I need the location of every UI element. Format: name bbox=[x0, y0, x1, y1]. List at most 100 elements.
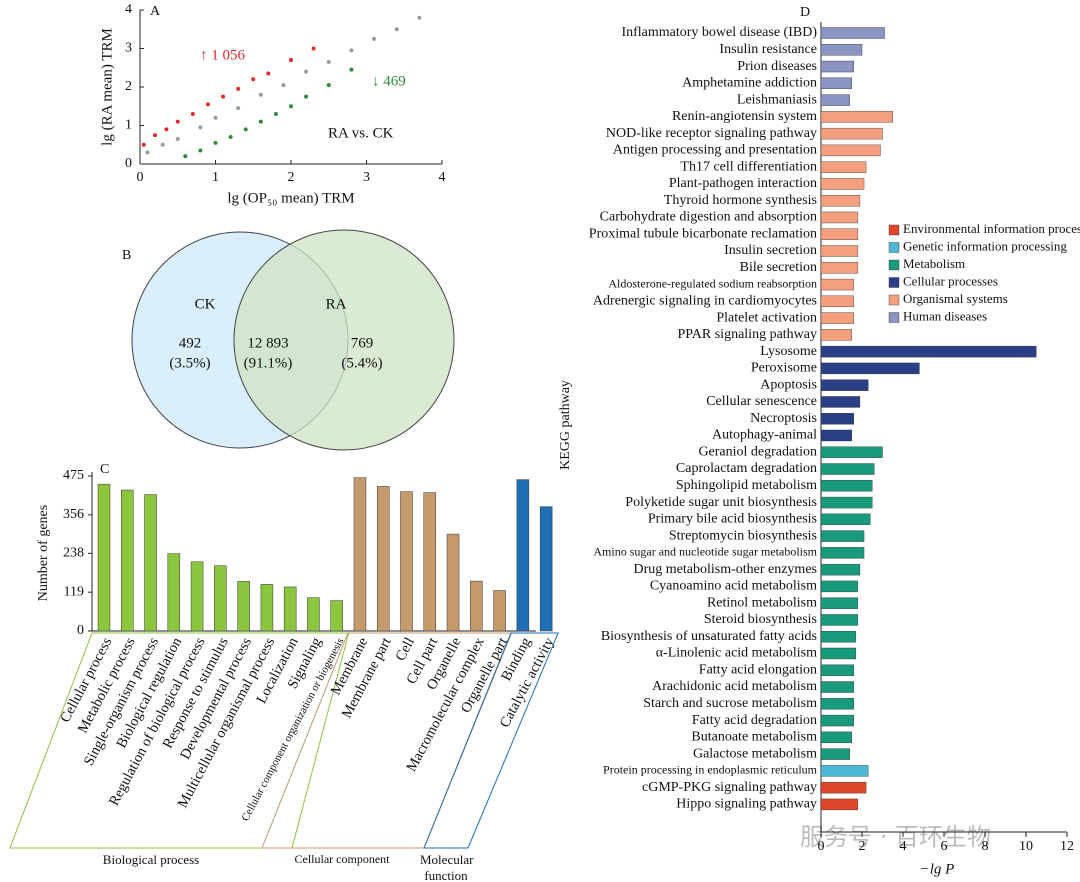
legend-swatch bbox=[888, 312, 900, 323]
y-tick-label: Apoptosis bbox=[760, 377, 817, 392]
bar bbox=[820, 513, 871, 526]
y-tick-label: Fatty acid degradation bbox=[692, 713, 817, 728]
y-tick-label: Adrenergic signaling in cardiomyocytes bbox=[593, 294, 817, 309]
x-tick-label: 2 bbox=[859, 839, 866, 854]
bar bbox=[820, 798, 859, 811]
y-tick-label: 0 bbox=[125, 156, 132, 171]
legend-label: Environmental information processing bbox=[903, 221, 1080, 236]
scatter-point bbox=[175, 136, 180, 141]
bar bbox=[820, 379, 869, 391]
x-tick-label: 1 bbox=[212, 170, 219, 185]
y-tick-label: Polyketide sugar unit biosynthesis bbox=[625, 495, 817, 510]
bar bbox=[214, 565, 227, 632]
venn-circle bbox=[233, 229, 455, 451]
bar bbox=[820, 329, 852, 341]
y-tick-label: Geraniol degradation bbox=[698, 444, 817, 459]
y-tick-label: Biosynthesis of unsaturated fatty acids bbox=[601, 629, 817, 644]
y-tick-label: Butanoate metabolism bbox=[691, 730, 817, 745]
legend-label: Metabolism bbox=[903, 256, 965, 271]
annotation: ↓ 469 bbox=[372, 73, 406, 89]
bar bbox=[820, 563, 861, 576]
y-axis-label: KEGG pathway bbox=[558, 380, 573, 470]
bar bbox=[820, 530, 865, 542]
x-tick-label: 4 bbox=[439, 170, 446, 185]
legend-swatch bbox=[888, 242, 900, 253]
y-tick-label: Peroxisome bbox=[751, 361, 817, 376]
y-tick-label: 3 bbox=[125, 41, 132, 56]
scatter-point bbox=[175, 119, 180, 124]
scatter-point bbox=[417, 15, 422, 20]
bar bbox=[820, 111, 893, 123]
scatter-point bbox=[326, 59, 331, 64]
x-tick-label: 0 bbox=[818, 839, 825, 854]
x-tick-label: 0 bbox=[137, 170, 144, 185]
bar bbox=[820, 295, 854, 308]
bar bbox=[190, 561, 204, 632]
scatter-point bbox=[349, 67, 354, 72]
y-tick-label: Amino sugar and nucleotide sugar metabol… bbox=[593, 545, 817, 559]
y-tick-label: Antigen processing and presentation bbox=[613, 143, 817, 158]
scatter-point bbox=[205, 102, 210, 107]
x-tick-label: 8 bbox=[982, 839, 989, 854]
bar bbox=[820, 731, 852, 744]
set-name: RA bbox=[326, 296, 347, 312]
bar bbox=[820, 597, 859, 609]
bar bbox=[820, 312, 854, 324]
bar bbox=[470, 580, 483, 632]
x-axis-label: −lg P bbox=[920, 861, 955, 877]
y-tick-label: Proximal tubule bicarbonate reclamation bbox=[589, 226, 817, 241]
bar bbox=[820, 144, 881, 157]
bar bbox=[446, 533, 460, 632]
x-tick-label: 6 bbox=[941, 839, 948, 854]
y-tick-label: Sphingolipid metabolism bbox=[676, 478, 817, 493]
bar bbox=[237, 581, 250, 632]
y-tick-label: 475 bbox=[63, 468, 84, 483]
x-tick-label: 2 bbox=[288, 170, 295, 185]
group-bracket bbox=[423, 632, 559, 849]
y-tick-label: 1 bbox=[125, 118, 132, 133]
bar bbox=[820, 161, 867, 173]
scatter-point bbox=[213, 115, 218, 120]
y-tick-label: 238 bbox=[63, 546, 84, 561]
scatter-point bbox=[236, 86, 241, 91]
panel-label: D bbox=[800, 5, 810, 20]
y-tick-label: α-Linolenic acid metabolism bbox=[656, 646, 817, 661]
scatter-point bbox=[183, 154, 188, 159]
legend-label: Genetic information processing bbox=[903, 238, 1067, 253]
scatter-point bbox=[213, 140, 218, 145]
legend-swatch bbox=[888, 259, 900, 271]
y-tick-label: Lysosome bbox=[760, 344, 817, 359]
legend-label: Organismal systems bbox=[903, 291, 1008, 306]
y-tick-label: Arachidonic acid metabolism bbox=[652, 679, 817, 694]
scatter-point bbox=[198, 148, 203, 153]
bar bbox=[260, 584, 274, 632]
region-percent: (5.4%) bbox=[341, 355, 382, 371]
scatter-point bbox=[221, 94, 226, 99]
bar bbox=[820, 496, 873, 509]
y-tick-label: NOD-like receptor signaling pathway bbox=[606, 126, 817, 141]
bar bbox=[820, 94, 850, 106]
y-tick-label: Hippo signaling pathway bbox=[676, 797, 817, 812]
bar bbox=[283, 586, 297, 632]
y-tick-label: Cellular senescence bbox=[706, 394, 817, 409]
legend-label: Cellular processes bbox=[903, 273, 998, 288]
y-tick-label: Carbohydrate digestion and absorption bbox=[600, 210, 817, 225]
y-tick-label: Protein processing in endoplasmic reticu… bbox=[603, 763, 818, 777]
scatter-point bbox=[190, 111, 195, 116]
panel-label: C bbox=[100, 462, 109, 477]
y-tick-label: Thyroid hormone synthesis bbox=[664, 193, 817, 208]
scatter-point bbox=[266, 71, 271, 76]
y-axis-label: lg (RA mean) TRM bbox=[99, 28, 115, 146]
scatter-point bbox=[289, 58, 293, 63]
bar bbox=[400, 491, 413, 632]
group-label: Molecular function bbox=[420, 852, 474, 882]
y-tick-label: Caprolactam degradation bbox=[676, 461, 817, 476]
bar bbox=[820, 27, 885, 39]
y-tick-label: Cyanoamino acid metabolism bbox=[650, 579, 817, 594]
x-tick-label: 12 bbox=[1060, 839, 1074, 854]
bar bbox=[820, 781, 867, 794]
watermark: 服务号 · 百环生物 bbox=[800, 823, 991, 851]
annotation: RA vs. CK bbox=[328, 125, 394, 141]
scatter-point bbox=[228, 135, 233, 140]
